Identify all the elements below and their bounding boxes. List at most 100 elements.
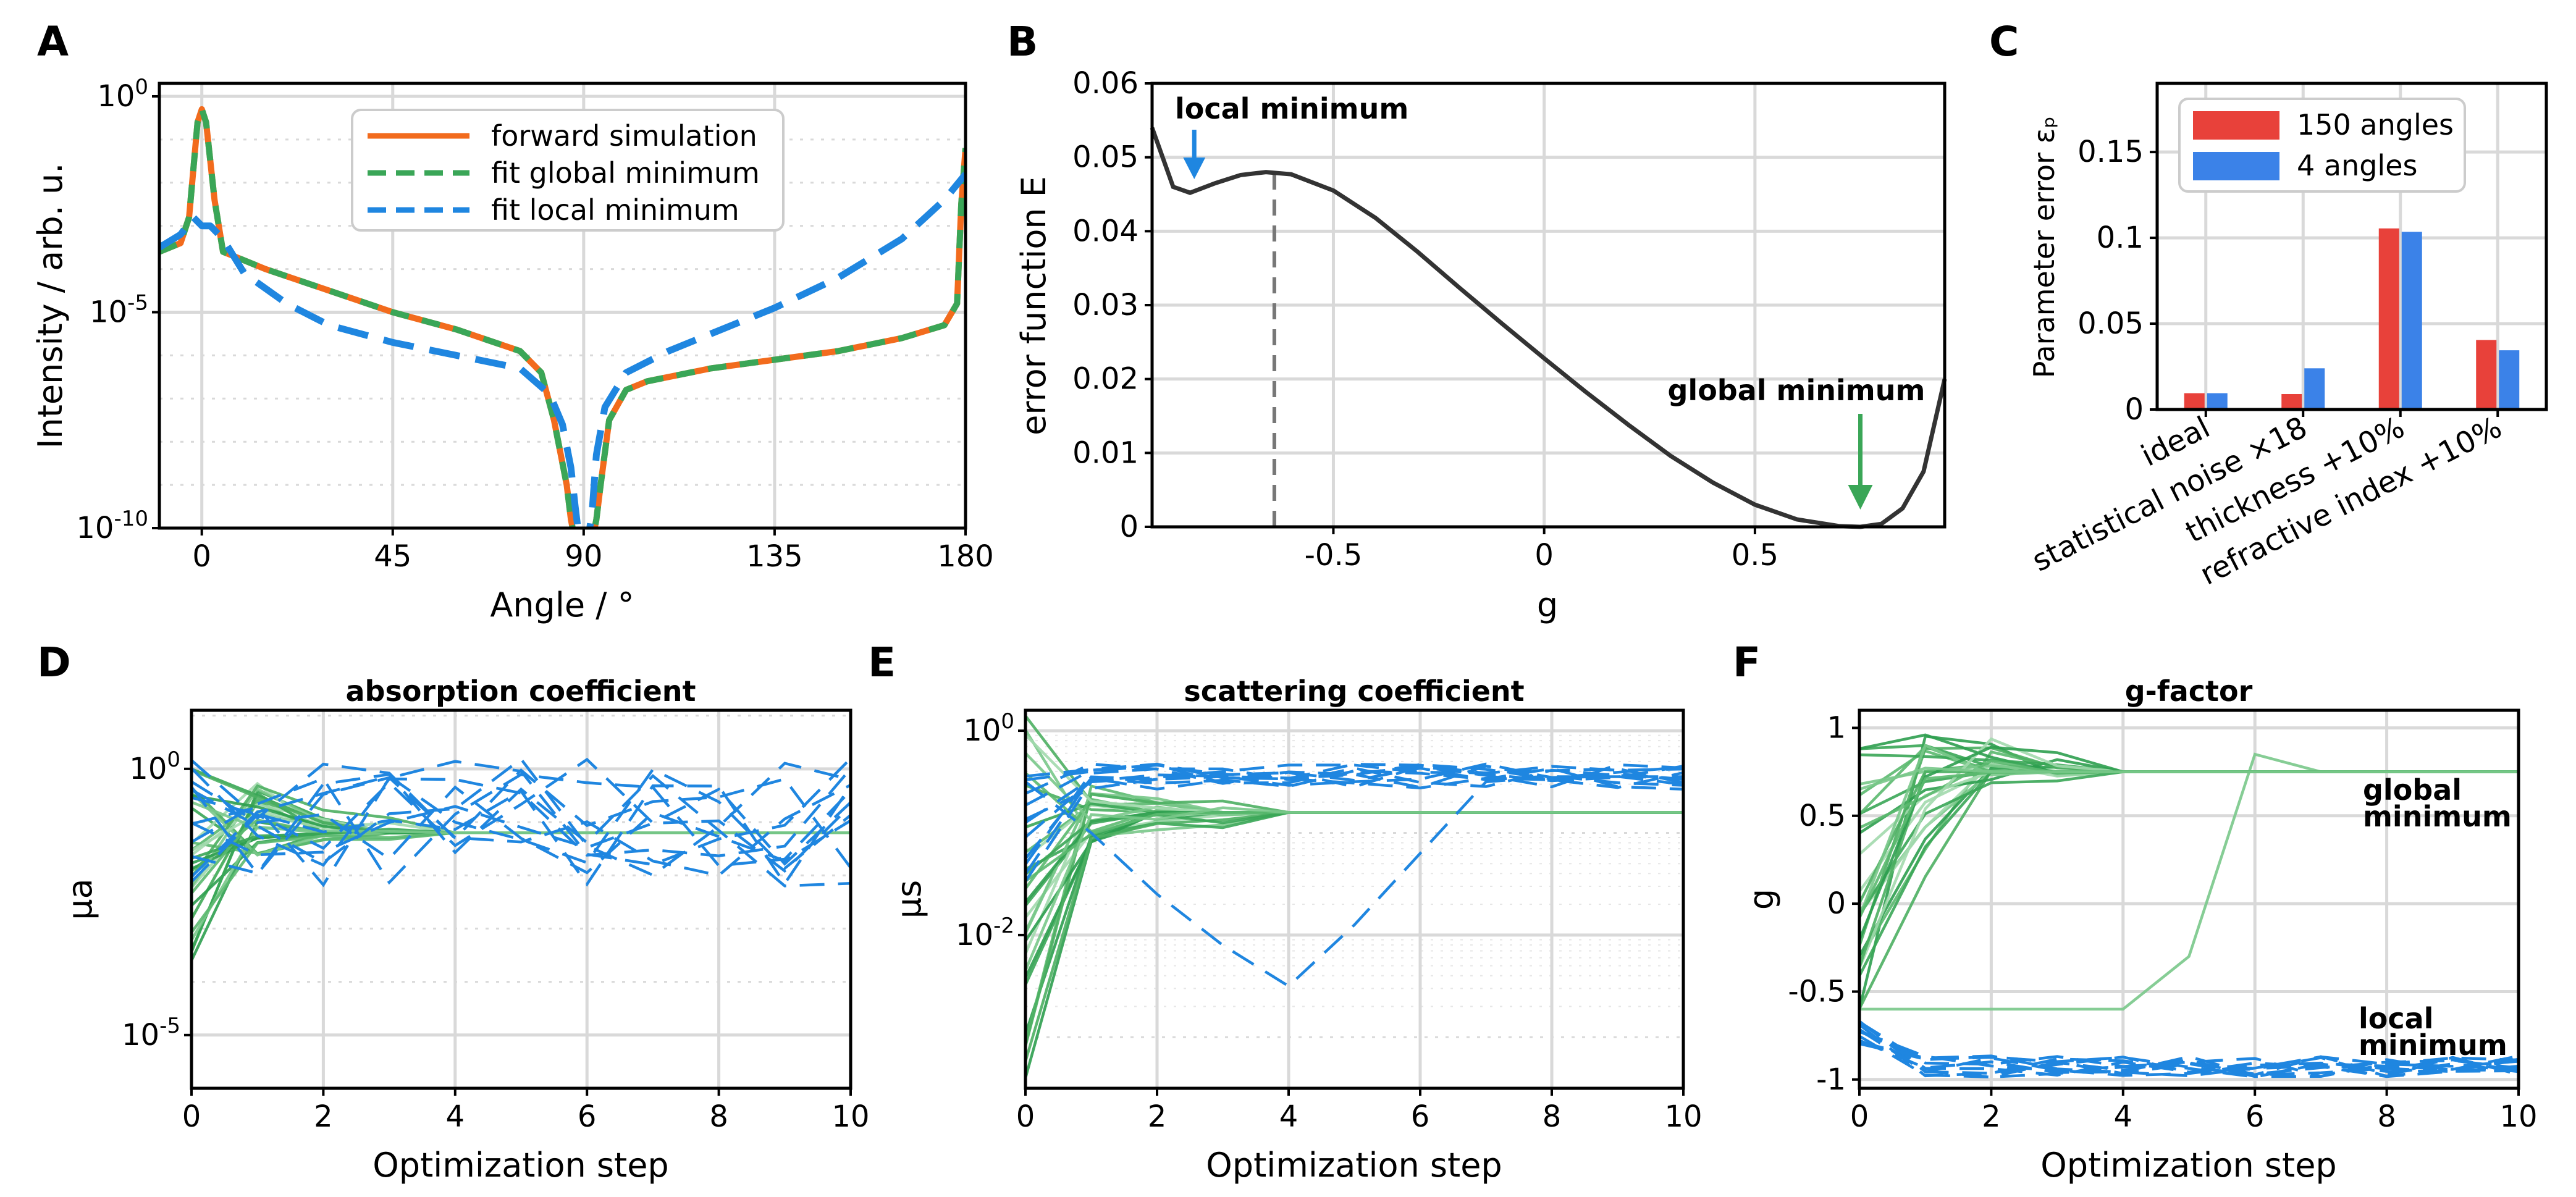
tick-label-x: 2 [1982, 1099, 2001, 1134]
tick-label-y: 0.04 [1072, 214, 1139, 248]
panel-b-yticks: 0 0.01 0.02 0.03 0.04 0.05 0.06 [1072, 66, 1152, 544]
panel-e-yticks: 100 10-2 [956, 709, 1025, 952]
global-run-line [192, 789, 851, 952]
global-run-line [1025, 811, 1683, 1079]
panel-b-xlabel: g [1537, 586, 1558, 624]
panel-a-yticks: 100 10-5 10-10 [76, 75, 159, 545]
panel-a-ylabel: Intensity / arb. u. [31, 163, 70, 449]
panel-f-global-label-1: global [2363, 773, 2462, 807]
panel-c-legend: 150 angles 4 angles [2178, 98, 2466, 193]
local-run-line [1859, 1020, 2519, 1078]
tick-label-x: 0.5 [1732, 538, 1778, 573]
legend-swatch-4-angles [2193, 152, 2279, 180]
tick-label-x: 8 [709, 1099, 728, 1134]
panel-a-chart: 0 45 90 135 180 100 10-5 10-10 Angle / ° Inten… [31, 75, 994, 624]
panel-e-title: scattering coefficient [1184, 674, 1524, 708]
panel-b-local-arrow [1183, 130, 1206, 179]
local-run-line [192, 767, 851, 878]
panel-f-yticks: 1 0.5 0 -0.5 -1 [1788, 710, 1859, 1097]
global-run-line [192, 767, 851, 834]
local-run-line [1859, 1020, 2519, 1078]
tick-label-y: 0.02 [1072, 362, 1139, 397]
panel-f-global-label-2: minimum [2363, 800, 2512, 833]
tick-label-x: 4 [446, 1099, 465, 1134]
panel-b-ylabel: error function E [1014, 176, 1053, 435]
local-run-line [1025, 762, 1683, 789]
panel-d-title: absorption coefficient [345, 674, 696, 708]
bar-4-angles-3 [2499, 350, 2520, 410]
local-run-line [1025, 763, 1683, 787]
series-line-fit-local-minimum [159, 172, 966, 528]
panel-e-lines [1025, 715, 1683, 1079]
local-run-line [1025, 763, 1683, 883]
tick-label-y: 1 [1827, 710, 1846, 745]
arrow-head [1183, 158, 1206, 179]
tick-label-y: -0.5 [1788, 974, 1846, 1009]
tick-label-x: 0 [1016, 1099, 1035, 1134]
global-run-line [1025, 811, 1683, 883]
panel-e-frame [1024, 708, 1685, 1090]
tick-label-x: 10 [2499, 1099, 2537, 1134]
local-run-line [192, 757, 851, 883]
local-run-line [1859, 1028, 2519, 1079]
global-run-line [1025, 811, 1683, 986]
panel-f-local-label-1: local [2359, 1002, 2433, 1035]
panel-d-lines [192, 757, 851, 962]
panel-letter-c: C [1989, 18, 2019, 65]
panel-a-legend-box [351, 109, 785, 232]
arrow-head [1848, 485, 1873, 510]
panel-f-title: g-factor [2125, 674, 2253, 708]
legend-swatch-150-angles [2193, 111, 2279, 140]
panel-c-frame [2155, 82, 2548, 411]
tick-label-y: -1 [1816, 1062, 1846, 1097]
bar-150-angles-3 [2476, 340, 2497, 410]
tick-label-y: 0.01 [1072, 435, 1139, 470]
panel-letter-d: D [37, 639, 71, 686]
panel-letter-b: B [1007, 18, 1038, 65]
tick-label-x-180: 180 [937, 539, 994, 574]
tick-label-x: 10 [831, 1099, 869, 1134]
tick-label-x: 0 [1534, 538, 1554, 573]
panel-f-local-label-2: minimum [2359, 1028, 2507, 1062]
local-run-line [1859, 1040, 2519, 1078]
tick-label-y: 100 [963, 709, 1014, 748]
panel-c-yticks: 0 0.05 0.1 0.15 [2077, 135, 2157, 427]
global-run-line [1025, 810, 1683, 979]
tick-label-x: 6 [2246, 1099, 2265, 1134]
local-run-line [192, 773, 851, 888]
panel-d-grid [190, 710, 852, 1090]
global-run-line [1025, 811, 1683, 1062]
legend-label-local: fit local minimum [491, 193, 739, 227]
tick-label-x: 2 [1148, 1099, 1167, 1134]
panel-f-xticks: 0 2 4 6 8 10 [1850, 1088, 2538, 1134]
panel-f-frame [1858, 708, 2520, 1090]
panel-b-global-minimum-label: global minimum [1668, 374, 1926, 407]
tick-label-x: 10 [1664, 1099, 1702, 1134]
bar-4-angles-2 [2401, 232, 2422, 410]
panel-f-chart: 0 2 4 6 8 10 1 0.5 0 -0.5 -1 g-factor Optimizatio… [1742, 674, 2538, 1185]
tick-label-x: 8 [2377, 1099, 2396, 1134]
panel-d-xticks: 0 2 4 6 8 10 [182, 1088, 870, 1134]
tick-label-x: 4 [2114, 1099, 2133, 1134]
local-run-line [1025, 767, 1683, 860]
panel-letter-f: F [1733, 639, 1761, 686]
panel-letter-a: A [37, 18, 69, 65]
tick-label-y-0: 100 [97, 75, 148, 114]
panel-a-frame [158, 82, 967, 530]
panel-b-xticks: -0.5 0 0.5 [1305, 527, 1778, 573]
tick-label-y: 10-2 [956, 914, 1014, 952]
tick-label-y: 100 [129, 747, 180, 786]
legend-label-4-angles: 4 angles [2297, 149, 2417, 182]
bar-4-angles-1 [2304, 368, 2325, 410]
tick-label-x: 4 [1279, 1099, 1299, 1134]
local-run-line [1025, 775, 1683, 988]
panel-c-ylabel: Parameter error εₚ [2027, 116, 2061, 379]
panel-letter-e: E [868, 639, 896, 686]
panel-a-xlabel: Angle / ° [490, 586, 634, 624]
tick-label-y: 0.06 [1072, 66, 1139, 101]
local-run-line [1859, 1030, 2519, 1078]
local-run-line [192, 773, 851, 885]
